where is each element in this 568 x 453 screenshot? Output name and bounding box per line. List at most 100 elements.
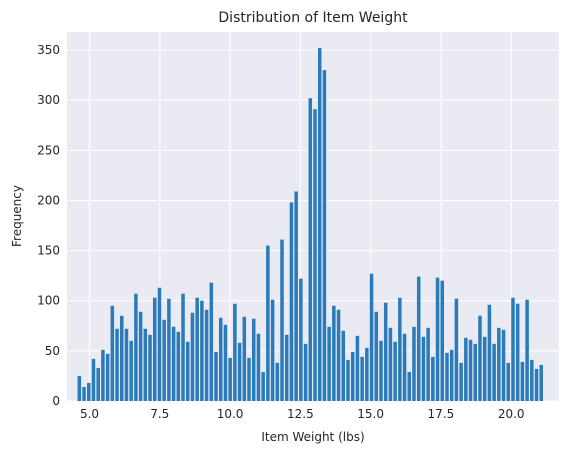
histogram-bar (449, 349, 454, 401)
y-tick-label: 50 (45, 344, 60, 358)
histogram-bar (416, 276, 421, 401)
histogram-bar (101, 349, 105, 401)
histogram-bar (299, 278, 303, 401)
histogram-bar (459, 362, 463, 401)
histogram-bar (497, 327, 501, 401)
histogram-bar (346, 359, 350, 401)
histogram-bar (468, 339, 473, 401)
histogram-bar (218, 317, 223, 401)
y-tick-label: 100 (37, 294, 60, 308)
histogram-bar (393, 341, 397, 401)
histogram-bar (190, 312, 195, 401)
histogram-bar (195, 297, 199, 401)
histogram-bar (284, 334, 289, 401)
histogram-bar (143, 328, 148, 401)
histogram-bar (82, 386, 86, 401)
histogram-bar (167, 298, 171, 401)
histogram-bar (110, 305, 115, 401)
histogram-bar (360, 356, 364, 401)
histogram-bar (464, 337, 468, 401)
histogram-bar (336, 309, 341, 401)
histogram-bar (506, 362, 511, 401)
histogram-bar (332, 305, 336, 401)
histogram-bar (223, 324, 228, 401)
histogram-bar (214, 351, 218, 401)
histogram-bar (105, 353, 110, 401)
histogram-bar (242, 316, 247, 401)
histogram-bar (87, 382, 91, 401)
histogram-bar (303, 343, 308, 401)
histogram-bar (77, 375, 82, 401)
histogram-bar (534, 368, 539, 401)
histogram-bar (294, 191, 298, 401)
histogram-bar (350, 351, 355, 401)
histogram-bar (515, 303, 520, 401)
x-tick-label: 17.5 (428, 407, 455, 421)
y-tick-label: 200 (37, 193, 60, 207)
histogram-bar (209, 282, 214, 401)
histogram-bar (374, 311, 379, 401)
histogram-bar (308, 98, 313, 401)
histogram-bar (539, 364, 544, 401)
histogram-bar (327, 326, 331, 401)
x-tick-label: 12.5 (287, 407, 314, 421)
chart-title: Distribution of Item Weight (218, 10, 408, 26)
histogram-bar (152, 297, 157, 401)
histogram-bar (511, 297, 515, 401)
histogram-bar (379, 340, 383, 401)
histogram-bar (530, 359, 534, 401)
histogram-bar (280, 239, 284, 401)
histogram-bar (228, 357, 232, 401)
histogram-bar (256, 333, 261, 401)
histogram-bar (426, 327, 430, 401)
histogram-bar (482, 336, 487, 401)
histogram-bar (233, 303, 237, 401)
x-tick-label: 7.5 (150, 407, 169, 421)
histogram-bar (431, 356, 435, 401)
histogram-bar (138, 311, 143, 401)
histogram-bar (171, 326, 176, 401)
histogram-bar (445, 352, 449, 401)
histogram-bar (261, 371, 265, 401)
histogram-bar (473, 343, 478, 401)
histogram-bar (237, 342, 242, 401)
histogram-bar (176, 331, 181, 401)
histogram-bar (520, 361, 525, 401)
histogram-bar (341, 330, 346, 401)
histogram-bar (492, 343, 496, 401)
histogram-bar (204, 309, 209, 401)
x-tick-label: 10.0 (217, 407, 244, 421)
histogram-bar (313, 109, 317, 402)
histogram-bar (412, 326, 416, 401)
x-axis-label: Item Weight (lbs) (261, 430, 364, 444)
histogram-bar (440, 280, 445, 401)
x-tick-label: 20.0 (498, 407, 525, 421)
histogram-bar (289, 202, 294, 401)
y-tick-label: 350 (37, 43, 60, 57)
histogram-bar (120, 315, 124, 401)
x-tick-label: 15.0 (357, 407, 384, 421)
histogram-bar (369, 273, 374, 401)
y-axis-label: Frequency (10, 185, 24, 247)
y-tick-label: 250 (37, 143, 60, 157)
histogram-bar (317, 48, 322, 401)
histogram-bar (487, 304, 492, 401)
histogram-bar (365, 347, 369, 401)
histogram-bar (266, 245, 270, 401)
histogram-bar (322, 70, 327, 401)
histogram-bar (115, 328, 119, 401)
histogram-bar (402, 333, 407, 401)
histogram-bar (185, 341, 190, 401)
histogram-bar (275, 362, 280, 401)
histogram-bar (124, 328, 129, 401)
histogram-bar (247, 357, 251, 401)
histogram-bar (96, 367, 100, 401)
histogram-bar (157, 287, 162, 401)
histogram-bar (383, 302, 388, 401)
y-tick-label: 0 (52, 394, 60, 408)
histogram-bar (162, 319, 166, 401)
histogram-bar (251, 318, 256, 401)
y-tick-label: 150 (37, 244, 60, 258)
histogram-bar (355, 335, 360, 401)
